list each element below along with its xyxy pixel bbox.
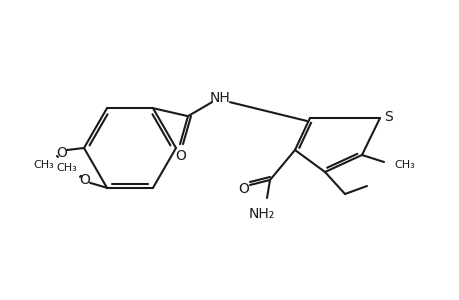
- Text: CH₃: CH₃: [393, 160, 414, 170]
- Text: CH₃: CH₃: [56, 163, 77, 173]
- Text: S: S: [384, 110, 392, 124]
- Text: O: O: [238, 182, 249, 196]
- Text: CH₃: CH₃: [34, 160, 54, 170]
- Text: NH: NH: [209, 91, 230, 105]
- Text: O: O: [79, 173, 90, 187]
- Text: O: O: [175, 149, 186, 163]
- Text: O: O: [56, 146, 67, 160]
- Text: NH₂: NH₂: [248, 207, 274, 221]
